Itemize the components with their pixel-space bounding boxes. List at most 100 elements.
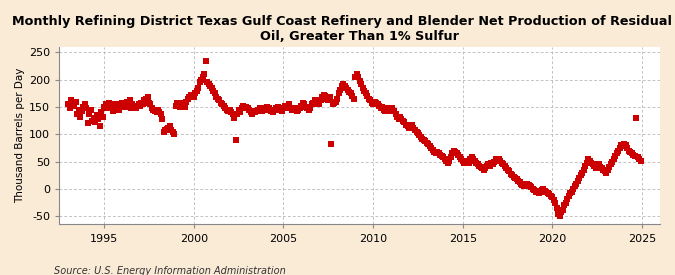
Point: [294, 106, 305, 110]
Point: [105, 106, 115, 110]
Point: [272, 105, 283, 109]
Point: [90, 120, 101, 125]
Point: [586, 161, 597, 165]
Point: [551, 206, 562, 210]
Point: [369, 99, 380, 104]
Point: [290, 108, 301, 112]
Point: [353, 75, 364, 79]
Point: [377, 105, 387, 109]
Point: [350, 75, 360, 79]
Point: [416, 135, 427, 139]
Point: [364, 98, 375, 103]
Point: [246, 111, 257, 116]
Point: [626, 151, 637, 156]
Point: [95, 124, 105, 128]
Point: [279, 104, 290, 108]
Point: [203, 82, 214, 86]
Point: [302, 106, 313, 110]
Point: [619, 142, 630, 146]
Point: [121, 99, 132, 104]
Point: [112, 102, 123, 106]
Point: [140, 97, 151, 101]
Point: [501, 166, 512, 170]
Point: [273, 106, 284, 110]
Point: [356, 82, 367, 86]
Point: [399, 120, 410, 125]
Point: [462, 158, 472, 163]
Point: [126, 106, 136, 110]
Point: [452, 151, 462, 156]
Point: [268, 110, 279, 115]
Point: [342, 87, 353, 92]
Point: [522, 181, 533, 186]
Point: [145, 102, 156, 106]
Point: [75, 115, 86, 119]
Point: [139, 98, 150, 103]
Point: [70, 99, 81, 104]
Point: [495, 158, 506, 163]
Point: [591, 166, 601, 170]
Point: [614, 146, 625, 150]
Point: [309, 98, 320, 103]
Point: [184, 95, 194, 99]
Point: [477, 166, 487, 170]
Point: [118, 102, 129, 106]
Point: [568, 187, 578, 191]
Point: [93, 117, 104, 121]
Point: [181, 99, 192, 104]
Point: [200, 58, 211, 63]
Point: [517, 182, 528, 187]
Point: [354, 79, 365, 83]
Point: [559, 203, 570, 208]
Point: [510, 176, 520, 180]
Point: [74, 108, 84, 112]
Point: [69, 104, 80, 108]
Point: [133, 102, 144, 106]
Point: [560, 200, 571, 205]
Point: [578, 168, 589, 172]
Point: [483, 162, 493, 167]
Point: [215, 100, 226, 105]
Point: [613, 148, 624, 153]
Point: [284, 102, 295, 106]
Point: [96, 110, 107, 115]
Point: [533, 191, 544, 196]
Point: [260, 106, 271, 110]
Point: [81, 106, 92, 110]
Point: [380, 109, 391, 114]
Point: [277, 109, 288, 114]
Point: [130, 106, 141, 110]
Point: [207, 86, 217, 90]
Point: [538, 187, 549, 191]
Point: [265, 108, 275, 112]
Point: [448, 148, 459, 153]
Point: [163, 126, 173, 130]
Point: [526, 185, 537, 189]
Point: [417, 136, 428, 141]
Point: [357, 86, 368, 90]
Point: [117, 100, 128, 105]
Point: [293, 108, 304, 112]
Point: [209, 91, 220, 96]
Point: [227, 111, 238, 116]
Point: [511, 177, 522, 181]
Point: [571, 181, 582, 186]
Point: [109, 105, 120, 109]
Point: [558, 208, 568, 212]
Point: [363, 97, 374, 101]
Point: [305, 106, 316, 110]
Point: [248, 109, 259, 114]
Point: [192, 89, 202, 93]
Point: [411, 130, 422, 134]
Point: [610, 154, 620, 158]
Point: [320, 94, 331, 98]
Point: [311, 100, 322, 105]
Point: [346, 91, 356, 96]
Point: [618, 144, 628, 148]
Point: [374, 104, 385, 108]
Point: [330, 99, 341, 104]
Point: [323, 98, 333, 103]
Point: [378, 108, 389, 112]
Point: [238, 104, 248, 108]
Point: [244, 108, 254, 112]
